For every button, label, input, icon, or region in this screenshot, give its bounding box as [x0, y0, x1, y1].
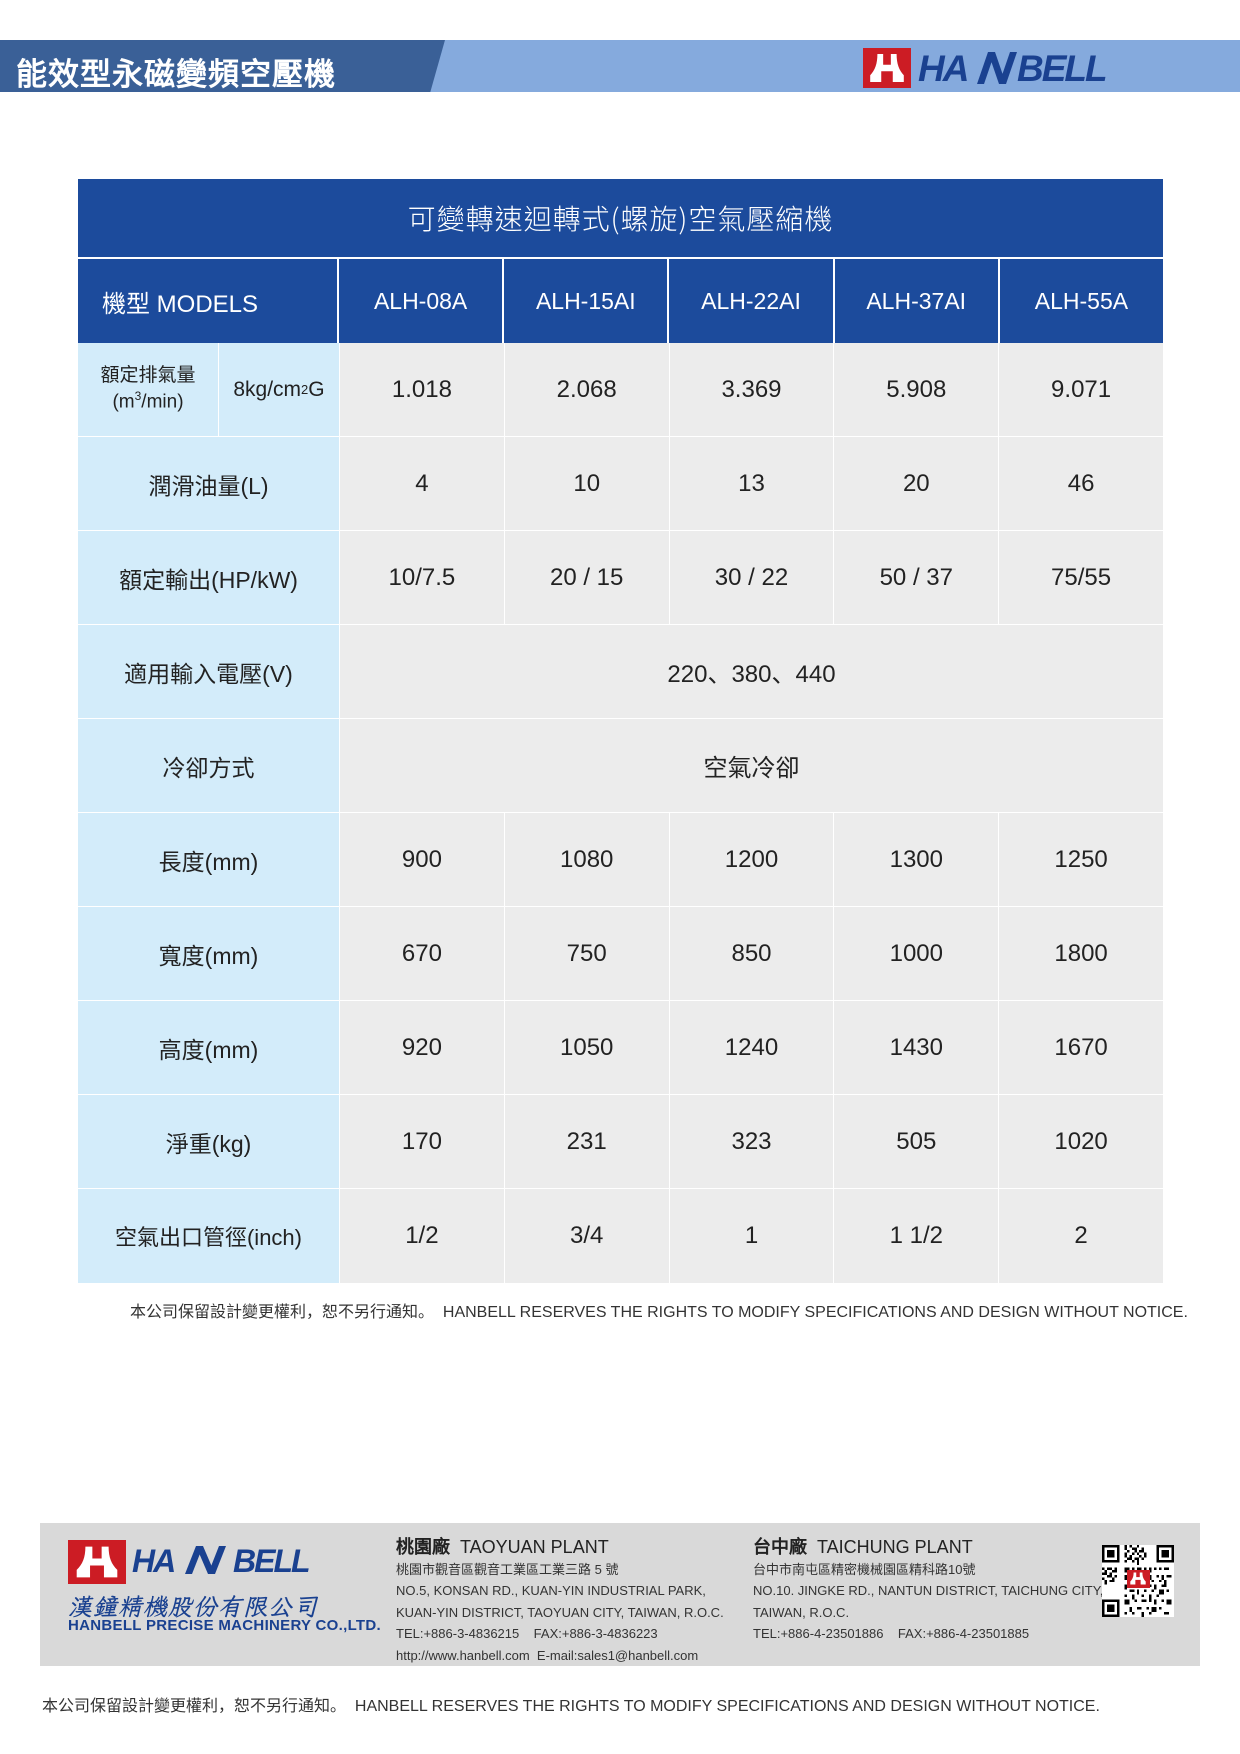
- svg-text:HA: HA: [918, 48, 968, 89]
- svg-text:BELL: BELL: [1017, 48, 1106, 89]
- svg-text:BELL: BELL: [233, 1543, 309, 1579]
- svg-text:HA: HA: [132, 1543, 174, 1579]
